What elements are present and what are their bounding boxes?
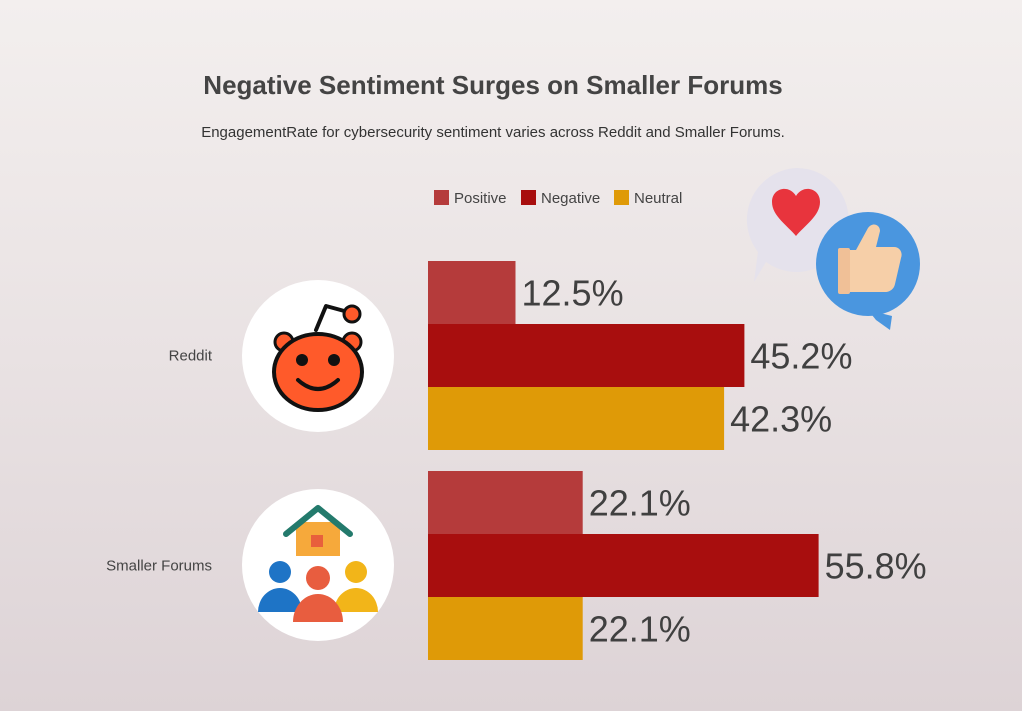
bars: 12.5% 45.2% 42.3% Reddit 22.1% 55.8% 22.1% Smal… [106, 261, 927, 660]
value-label-reddit-negative: 45.2% [750, 336, 852, 377]
social-reactions-icon [746, 167, 920, 330]
category-label-smaller-forums: Smaller Forums [106, 558, 212, 575]
category-label-reddit: Reddit [169, 348, 213, 365]
legend-label-negative: Negative [541, 190, 600, 207]
bar-smaller-forums-neutral [428, 597, 583, 660]
legend-swatch-positive [434, 190, 449, 205]
value-label-smaller-forums-positive: 22.1% [589, 483, 691, 524]
value-label-smaller-forums-negative: 55.8% [825, 546, 927, 587]
bar-smaller-forums-negative [428, 534, 819, 597]
chart-title: Negative Sentiment Surges on Smaller For… [203, 70, 782, 100]
bar-reddit-negative [428, 324, 745, 387]
reddit-logo-icon [242, 280, 394, 432]
bar-reddit-neutral [428, 387, 725, 450]
legend-label-neutral: Neutral [634, 190, 682, 207]
legend-swatch-negative [521, 190, 536, 205]
bar-smaller-forums-positive [428, 471, 583, 534]
bar-reddit-positive [428, 261, 516, 324]
value-label-reddit-positive: 12.5% [522, 273, 624, 314]
value-label-reddit-neutral: 42.3% [730, 399, 832, 440]
chart-subtitle: EngagementRate for cybersecurity sentime… [201, 124, 785, 141]
value-label-smaller-forums-neutral: 22.1% [589, 609, 691, 650]
legend-swatch-neutral [614, 190, 629, 205]
legend-label-positive: Positive [454, 190, 507, 207]
legend: Positive Negative Neutral [434, 190, 682, 207]
community-forum-icon [242, 489, 394, 641]
